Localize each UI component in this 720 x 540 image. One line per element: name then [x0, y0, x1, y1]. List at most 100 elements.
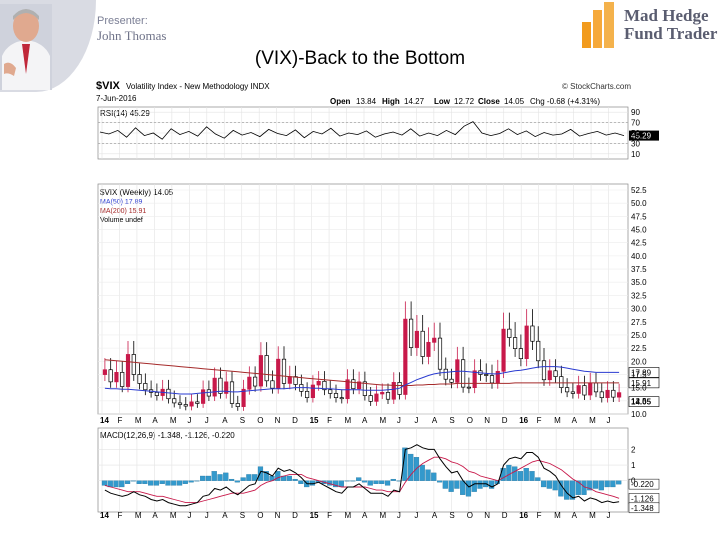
x-tick-label: 14: [100, 416, 109, 425]
price-candle-body: [414, 330, 419, 348]
x-tick-label: F: [537, 416, 542, 425]
price-candle-body: [570, 391, 575, 394]
quote-low: 12.72: [454, 97, 475, 106]
price-candle-body: [166, 388, 171, 400]
price-candle-body: [235, 403, 240, 407]
macd-histogram-bar: [194, 480, 200, 482]
presenter-name: John Thomas: [97, 28, 167, 43]
macd-histogram-bar: [517, 471, 524, 481]
price-candle-body: [212, 377, 217, 397]
macd-histogram-bar: [390, 478, 396, 481]
price-candle-body: [125, 354, 131, 387]
macd-last-label: -1.126: [631, 494, 654, 503]
quote-close-label: Close: [478, 97, 500, 106]
price-candle-body: [599, 391, 604, 399]
price-candle-body: [339, 397, 344, 400]
x-tick-label: D: [502, 416, 508, 425]
x-tick-label-bottom: F: [327, 511, 332, 520]
price-candle-body: [403, 318, 408, 395]
price-tick-label: 32.5: [631, 291, 647, 300]
price-candle-body: [553, 370, 558, 377]
macd-histogram-bar: [506, 464, 512, 481]
price-candle-body: [501, 328, 506, 372]
price-candle-body: [351, 379, 356, 390]
rsi-line: [99, 121, 625, 140]
macd-tick-label: 0: [631, 477, 636, 486]
chart-date: 7-Jun-2016: [96, 94, 137, 103]
macd-histogram-bar: [471, 480, 477, 492]
price-candle-body: [189, 401, 194, 407]
price-candle-body: [576, 385, 581, 394]
price-tick-label: 35.0: [631, 278, 647, 287]
quote-close: 14.05: [504, 97, 525, 106]
x-tick-label-bottom: M: [345, 511, 352, 520]
macd-histogram-bar: [350, 480, 356, 482]
price-candle-body: [443, 368, 448, 380]
x-tick-label: M: [170, 416, 177, 425]
x-tick-label: A: [432, 416, 438, 425]
x-tick-label-bottom: J: [187, 511, 191, 520]
macd-histogram-bar: [552, 480, 558, 491]
price-candle-body: [328, 389, 333, 394]
price-candle-body: [137, 374, 142, 384]
macd-histogram-bar: [119, 480, 125, 488]
x-tick-label: M: [589, 416, 596, 425]
price-candle-body: [547, 370, 552, 381]
price-candle-body: [432, 337, 437, 343]
macd-histogram-bar: [217, 474, 223, 481]
x-tick-label: J: [205, 416, 209, 425]
x-tick-label-bottom: M: [554, 511, 561, 520]
x-tick-label: O: [257, 416, 263, 425]
mad-hedge-logo: [582, 2, 614, 48]
quote-high: 14.27: [404, 97, 425, 106]
price-candle-body: [131, 354, 136, 375]
price-candle-body: [489, 375, 495, 384]
x-tick-label: N: [484, 416, 490, 425]
macd-last-label: -1.348: [631, 504, 654, 513]
price-tick-label: 20.0: [631, 357, 647, 366]
price-candle-body: [559, 376, 564, 388]
price-candle-body: [374, 393, 379, 402]
quote-open: 13.84: [356, 97, 377, 106]
price-candle-body: [345, 379, 350, 400]
macd-histogram-bar: [587, 480, 593, 491]
price-candle-body: [518, 348, 523, 360]
chart-background: [94, 80, 660, 520]
price-candle-body: [322, 380, 327, 391]
x-tick-label: F: [117, 416, 122, 425]
price-candle-body: [605, 389, 610, 399]
price-candle-body: [195, 401, 200, 404]
macd-histogram-bar: [436, 480, 443, 483]
presenter-block: Presenter: John Thomas: [0, 0, 180, 95]
x-tick-label: J: [397, 416, 401, 425]
price-candle-body: [466, 386, 471, 389]
macd-histogram-bar: [454, 480, 460, 489]
x-tick-label-bottom: N: [484, 511, 490, 520]
price-candle-body: [281, 358, 287, 384]
macd-histogram-bar: [257, 466, 264, 481]
logo-line-2: Fund Trader: [624, 24, 718, 43]
macd-histogram-bar: [465, 480, 472, 497]
price-candle-body: [588, 382, 593, 396]
quote-low-label: Low: [434, 97, 451, 106]
x-tick-label-bottom: D: [502, 511, 508, 520]
x-tick-label: O: [467, 416, 473, 425]
x-tick-label-bottom: M: [379, 511, 386, 520]
macd-histogram-bar: [234, 480, 240, 483]
macd-histogram-bar: [153, 480, 160, 486]
macd-panel-frame: [97, 427, 629, 513]
macd-histogram-bar: [523, 468, 529, 481]
price-legend-volume: Volume undef: [100, 217, 143, 224]
price-candle-body: [120, 372, 125, 387]
macd-histogram-bar: [275, 471, 281, 481]
macd-histogram-bar: [176, 480, 183, 486]
price-candle-body: [293, 376, 298, 385]
price-candle-body: [380, 392, 385, 395]
price-candle-body: [420, 330, 425, 357]
x-tick-label: 16: [519, 416, 528, 425]
price-candle-body: [507, 328, 512, 338]
rsi-last-label: 45.29: [631, 132, 652, 141]
x-tick-label: J: [187, 416, 191, 425]
macd-histogram-bar: [384, 480, 391, 486]
x-tick-label: M: [554, 416, 561, 425]
